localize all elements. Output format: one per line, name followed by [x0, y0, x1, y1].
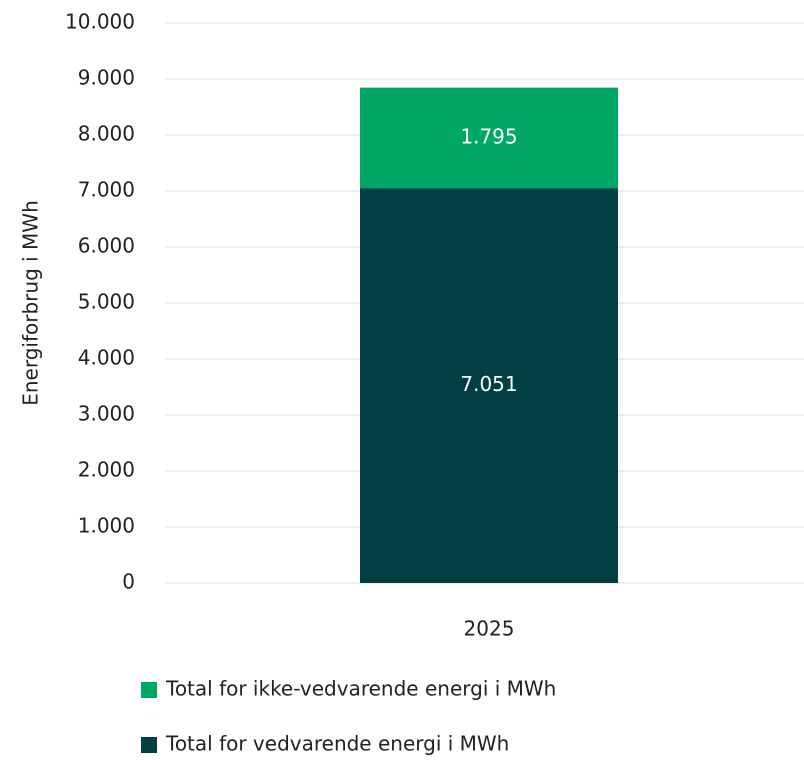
data-label: 7.051	[460, 372, 517, 396]
y-tick-label: 0	[122, 570, 135, 594]
legend-label: Total for ikke-vedvarende energi i MWh	[165, 677, 556, 701]
y-axis-label: Energiforbrug i MWh	[19, 200, 43, 406]
y-tick-label: 4.000	[78, 346, 135, 370]
y-tick-label: 6.000	[78, 234, 135, 258]
bar-segment	[360, 87, 618, 189]
y-tick-label: 1.000	[78, 514, 135, 538]
y-tick-label: 3.000	[78, 402, 135, 426]
legend-label: Total for vedvarende energi i MWh	[165, 732, 509, 756]
y-tick-label: 7.000	[78, 178, 135, 202]
bar-segment	[360, 188, 618, 584]
y-tick-label: 8.000	[78, 122, 135, 146]
data-label: 1.795	[460, 124, 517, 148]
y-tick-label: 9.000	[78, 66, 135, 90]
legend-swatch	[141, 682, 157, 698]
y-tick-label: 2.000	[78, 458, 135, 482]
y-tick-label: 10.000	[65, 10, 135, 34]
legend-swatch	[141, 737, 157, 753]
x-tick-label: 2025	[464, 617, 515, 641]
y-tick-label: 5.000	[78, 290, 135, 314]
